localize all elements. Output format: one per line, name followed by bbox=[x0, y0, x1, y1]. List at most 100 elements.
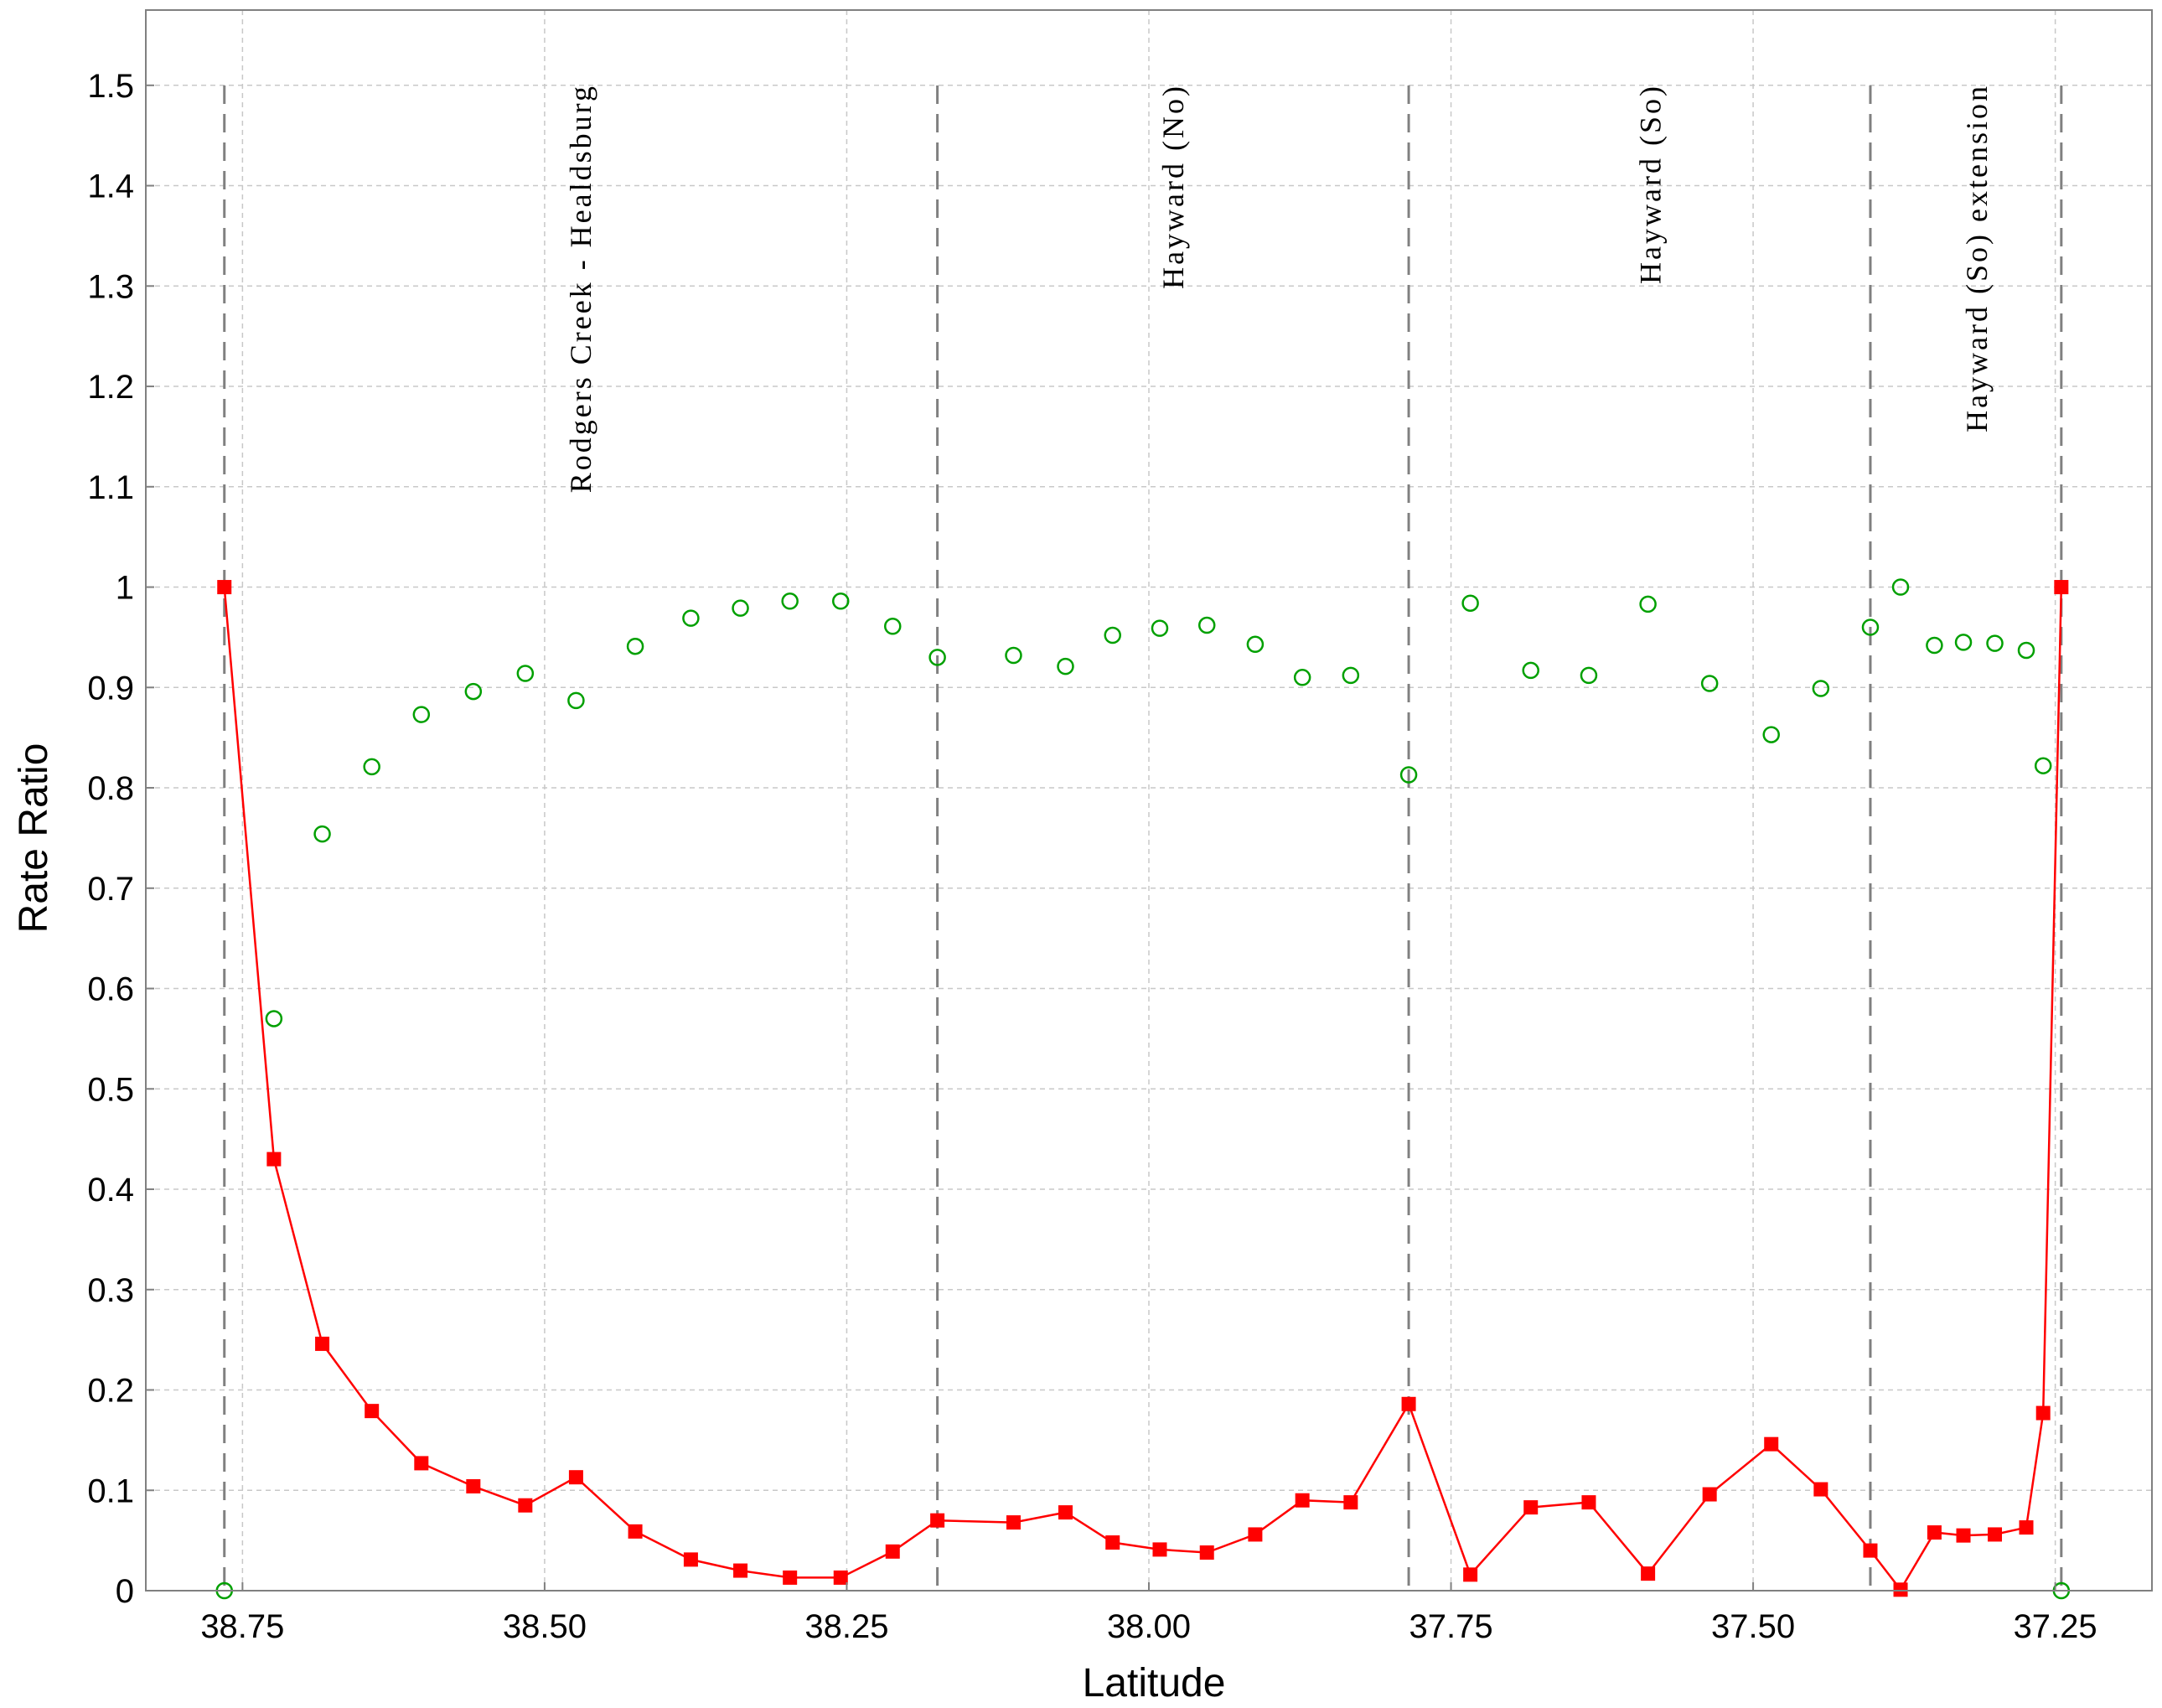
segment-label: Hayward (No) bbox=[1156, 84, 1190, 289]
data-point-square bbox=[1927, 1525, 1942, 1540]
data-point-square bbox=[1641, 1566, 1656, 1581]
y-tick-label: 0.3 bbox=[87, 1272, 134, 1309]
y-tick-label: 0.9 bbox=[87, 670, 134, 706]
series-2 bbox=[215, 578, 2071, 1600]
x-tick-label: 37.50 bbox=[1711, 1608, 1795, 1645]
data-point-square bbox=[1893, 1582, 1908, 1597]
data-point-square bbox=[1199, 1545, 1214, 1560]
data-point-circle bbox=[516, 665, 535, 682]
data-point-square bbox=[1863, 1543, 1878, 1558]
data-series bbox=[215, 578, 2071, 1600]
data-point-square bbox=[1105, 1535, 1120, 1550]
data-point-square bbox=[217, 580, 232, 595]
y-tick-label: 0.7 bbox=[87, 871, 134, 908]
data-point-circle bbox=[464, 682, 483, 701]
data-point-square bbox=[2054, 580, 2069, 595]
data-point-circle bbox=[1580, 666, 1598, 685]
x-tick-label: 37.75 bbox=[1409, 1608, 1492, 1645]
data-point-circle bbox=[1926, 636, 1943, 655]
data-point-square bbox=[1523, 1500, 1539, 1515]
segment-label: Hayward (So) bbox=[1634, 84, 1668, 284]
segment-labels: Rodgers Creek - Healdsburg Hayward (No) Ha… bbox=[564, 84, 1994, 493]
data-point-circle bbox=[1293, 669, 1311, 686]
data-point-square bbox=[414, 1456, 429, 1471]
grid-lines bbox=[146, 10, 2152, 1591]
y-tick-label: 0.8 bbox=[87, 770, 134, 807]
data-point-circle bbox=[313, 825, 331, 843]
data-point-circle bbox=[732, 599, 749, 617]
y-tick-label: 0.6 bbox=[87, 971, 134, 1008]
data-point-circle bbox=[1812, 680, 1830, 697]
data-point-square bbox=[1248, 1527, 1263, 1542]
data-point-square bbox=[568, 1470, 583, 1485]
data-point-square bbox=[1702, 1487, 1717, 1502]
data-point-circle bbox=[1522, 661, 1539, 680]
data-point-circle bbox=[1399, 766, 1418, 784]
x-tick-label: 38.00 bbox=[1107, 1608, 1191, 1645]
data-point-square bbox=[885, 1544, 900, 1559]
data-point-circle bbox=[1246, 635, 1265, 654]
data-point-square bbox=[1058, 1505, 1073, 1520]
data-point-square bbox=[1988, 1527, 2003, 1542]
data-point-square bbox=[783, 1570, 798, 1585]
plot-frame bbox=[145, 9, 2153, 1592]
data-point-circle bbox=[831, 593, 850, 610]
data-point-square bbox=[518, 1498, 533, 1513]
data-point-square bbox=[315, 1336, 330, 1351]
data-point-square bbox=[628, 1524, 643, 1539]
x-tick-label: 37.25 bbox=[2014, 1608, 2097, 1645]
y-tick-label: 0.1 bbox=[87, 1473, 134, 1509]
y-tick-label: 1.4 bbox=[87, 168, 134, 205]
data-point-square bbox=[1463, 1567, 1478, 1582]
y-tick-label: 1 bbox=[116, 570, 134, 607]
x-tick-label: 38.50 bbox=[503, 1608, 587, 1645]
y-tick-label: 1.2 bbox=[87, 369, 134, 406]
data-point-square bbox=[266, 1152, 282, 1167]
data-point-circle bbox=[1762, 726, 1780, 743]
data-point-square bbox=[1956, 1528, 1971, 1543]
y-tick-label: 1.3 bbox=[87, 268, 134, 305]
data-point-circle bbox=[2017, 641, 2035, 660]
data-point-circle bbox=[1342, 666, 1360, 685]
y-tick-label: 0.2 bbox=[87, 1373, 134, 1410]
data-point-square bbox=[1343, 1495, 1358, 1510]
data-point-square bbox=[1006, 1515, 1021, 1530]
data-point-square bbox=[930, 1513, 945, 1528]
y-tick-label: 1.1 bbox=[87, 469, 134, 506]
data-point-circle bbox=[412, 706, 431, 723]
data-point-circle bbox=[2034, 757, 2052, 774]
data-point-circle bbox=[1057, 657, 1074, 675]
data-point-circle bbox=[682, 609, 700, 627]
y-tick-label: 1.5 bbox=[87, 68, 134, 105]
data-point-square bbox=[1152, 1542, 1167, 1557]
data-point-circle bbox=[626, 637, 644, 655]
data-point-circle bbox=[1639, 595, 1657, 613]
data-point-circle bbox=[567, 691, 585, 710]
y-tick-label: 0.5 bbox=[87, 1071, 134, 1108]
data-point-square bbox=[365, 1404, 380, 1419]
segment-label: Hayward (So) extension bbox=[1960, 84, 1994, 432]
series-1 bbox=[217, 580, 2069, 1597]
segment-boundaries bbox=[223, 85, 2063, 1591]
x-axis-title: Latitude bbox=[1083, 1661, 1226, 1705]
data-point-square bbox=[733, 1563, 748, 1578]
x-axis-ticks: 38.75 38.50 38.25 38.00 37.75 37.50 37.25 bbox=[200, 1582, 2097, 1645]
data-point-circle bbox=[1461, 594, 1479, 612]
data-point-square bbox=[683, 1552, 698, 1567]
data-point-square bbox=[2019, 1520, 2034, 1535]
data-point-circle bbox=[928, 649, 946, 666]
data-point-circle bbox=[363, 758, 380, 776]
y-tick-label: 0 bbox=[116, 1573, 134, 1610]
data-point-square bbox=[1813, 1482, 1828, 1497]
y-tick-label: 0.4 bbox=[87, 1172, 134, 1209]
x-tick-label: 38.75 bbox=[200, 1608, 284, 1645]
data-point-square bbox=[1295, 1493, 1310, 1508]
data-point-square bbox=[2035, 1405, 2051, 1421]
data-point-circle bbox=[1891, 578, 1910, 596]
data-point-circle bbox=[781, 593, 799, 610]
data-point-circle bbox=[1954, 634, 1973, 651]
data-point-square bbox=[1764, 1436, 1779, 1452]
y-axis-title: Rate Ratio bbox=[12, 743, 56, 934]
data-point-circle bbox=[1861, 619, 1880, 636]
